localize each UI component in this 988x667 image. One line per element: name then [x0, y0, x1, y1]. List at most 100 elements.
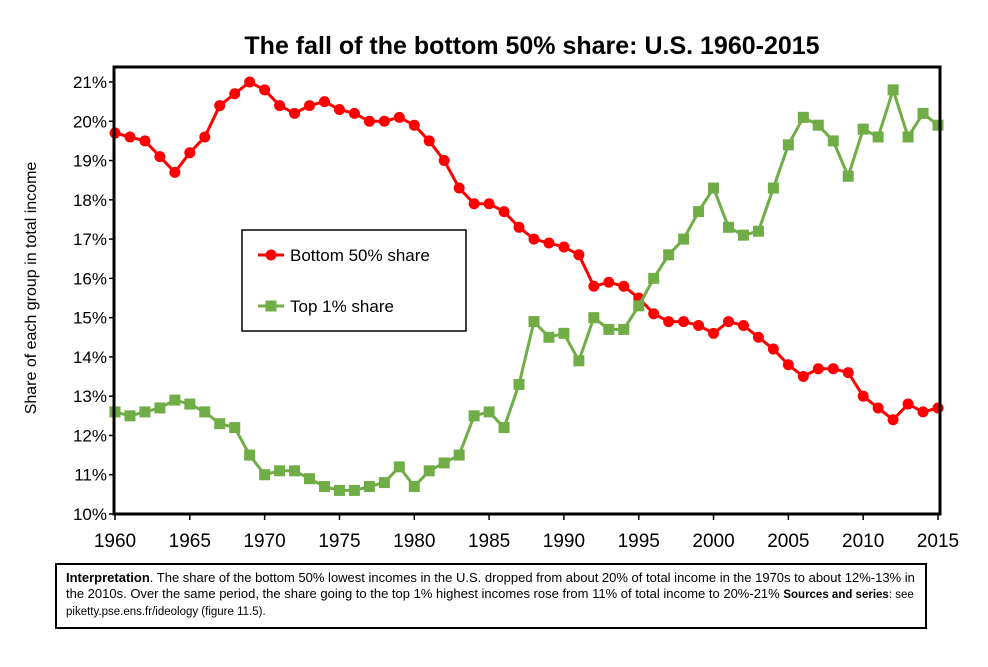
data-point-bottom50	[169, 166, 181, 178]
data-point-top1	[902, 131, 914, 143]
y-tick-label: 10%	[73, 505, 107, 524]
data-point-top1	[678, 233, 690, 245]
data-point-top1	[543, 331, 555, 343]
data-point-top1	[184, 398, 196, 410]
data-point-bottom50	[408, 119, 420, 131]
y-tick-label: 16%	[73, 269, 107, 288]
data-point-bottom50	[139, 135, 151, 147]
data-point-top1	[393, 461, 405, 473]
data-point-top1	[618, 323, 630, 335]
y-tick-label: 17%	[73, 230, 107, 249]
chart-title: The fall of the bottom 50% share: U.S. 1…	[244, 32, 819, 60]
data-point-bottom50	[184, 147, 196, 159]
data-point-top1	[573, 355, 585, 367]
data-point-top1	[229, 422, 241, 434]
data-point-bottom50	[453, 182, 465, 194]
data-point-bottom50	[902, 398, 914, 410]
data-point-bottom50	[827, 363, 839, 375]
data-point-bottom50	[767, 343, 779, 355]
chart: The fall of the bottom 50% share: U.S. 1…	[23, 32, 959, 552]
data-point-top1	[603, 323, 615, 335]
data-point-top1	[408, 481, 420, 493]
data-point-top1	[917, 107, 929, 119]
y-tick-label: 20%	[73, 112, 107, 131]
x-tick-label: 1965	[169, 531, 211, 552]
interpretation-label: Interpretation	[66, 570, 150, 585]
data-point-top1	[827, 135, 839, 147]
y-tick-label: 13%	[73, 387, 107, 406]
data-point-top1	[289, 465, 301, 477]
data-point-bottom50	[244, 76, 256, 88]
x-tick-label: 1960	[94, 531, 136, 552]
legend: Bottom 50% share Top 1% share	[241, 229, 467, 332]
data-point-bottom50	[842, 367, 854, 379]
data-point-bottom50	[468, 198, 480, 210]
data-point-bottom50	[483, 198, 495, 210]
data-point-top1	[633, 300, 645, 312]
data-point-bottom50	[603, 276, 615, 288]
data-point-top1	[752, 225, 764, 237]
data-point-top1	[423, 465, 435, 477]
data-point-top1	[558, 327, 570, 339]
data-point-top1	[259, 469, 271, 481]
data-point-bottom50	[378, 115, 390, 127]
legend-label-bottom50: Bottom 50% share	[290, 246, 430, 265]
data-point-bottom50	[543, 237, 555, 249]
data-point-top1	[363, 481, 375, 493]
data-point-bottom50	[588, 280, 600, 292]
data-point-top1	[648, 272, 660, 284]
data-point-bottom50	[214, 100, 226, 112]
data-point-top1	[139, 406, 151, 418]
x-tick-label: 1985	[468, 531, 510, 552]
legend-label-top1: Top 1% share	[290, 297, 394, 316]
data-point-bottom50	[678, 316, 690, 328]
x-tick-label: 2010	[842, 531, 884, 552]
data-point-bottom50	[573, 249, 585, 261]
legend-marker-top1	[265, 300, 277, 312]
data-point-top1	[498, 422, 510, 434]
y-tick-label: 15%	[73, 309, 107, 328]
data-point-top1	[169, 394, 181, 406]
y-tick-label: 18%	[73, 191, 107, 210]
data-point-top1	[333, 484, 345, 496]
y-tick-label: 21%	[73, 73, 107, 92]
interpretation-text: . The share of the bottom 50% lowest inc…	[66, 570, 915, 601]
y-tick-label: 14%	[73, 348, 107, 367]
data-point-bottom50	[289, 107, 301, 119]
data-point-bottom50	[648, 308, 660, 320]
data-point-bottom50	[363, 115, 375, 127]
data-point-bottom50	[259, 84, 271, 96]
interpretation-note: Interpretation. The share of the bottom …	[55, 563, 927, 629]
legend-marker-bottom50	[265, 249, 277, 261]
x-tick-label: 2000	[692, 531, 734, 552]
data-point-top1	[782, 139, 794, 151]
data-point-top1	[932, 119, 944, 131]
data-point-bottom50	[737, 319, 749, 331]
x-tick-label: 1995	[618, 531, 660, 552]
data-point-bottom50	[723, 316, 735, 328]
data-point-top1	[483, 406, 495, 418]
data-point-bottom50	[513, 221, 525, 233]
data-point-top1	[378, 477, 390, 489]
data-point-top1	[154, 402, 166, 414]
data-point-top1	[214, 418, 226, 430]
data-point-top1	[737, 229, 749, 241]
data-point-top1	[812, 119, 824, 131]
data-point-top1	[304, 473, 316, 485]
data-point-top1	[797, 111, 809, 123]
data-point-top1	[842, 170, 854, 182]
data-point-top1	[708, 182, 720, 194]
x-tick-label: 1980	[393, 531, 435, 552]
legend-box	[241, 229, 467, 332]
data-point-bottom50	[318, 96, 330, 108]
data-point-top1	[124, 410, 136, 422]
data-point-bottom50	[438, 155, 450, 167]
data-point-bottom50	[797, 371, 809, 383]
data-point-bottom50	[333, 103, 345, 115]
data-point-bottom50	[618, 280, 630, 292]
plot-frame	[112, 65, 942, 516]
data-point-bottom50	[423, 135, 435, 147]
data-point-top1	[872, 131, 884, 143]
data-point-bottom50	[528, 233, 540, 245]
x-tick-label: 1990	[543, 531, 585, 552]
